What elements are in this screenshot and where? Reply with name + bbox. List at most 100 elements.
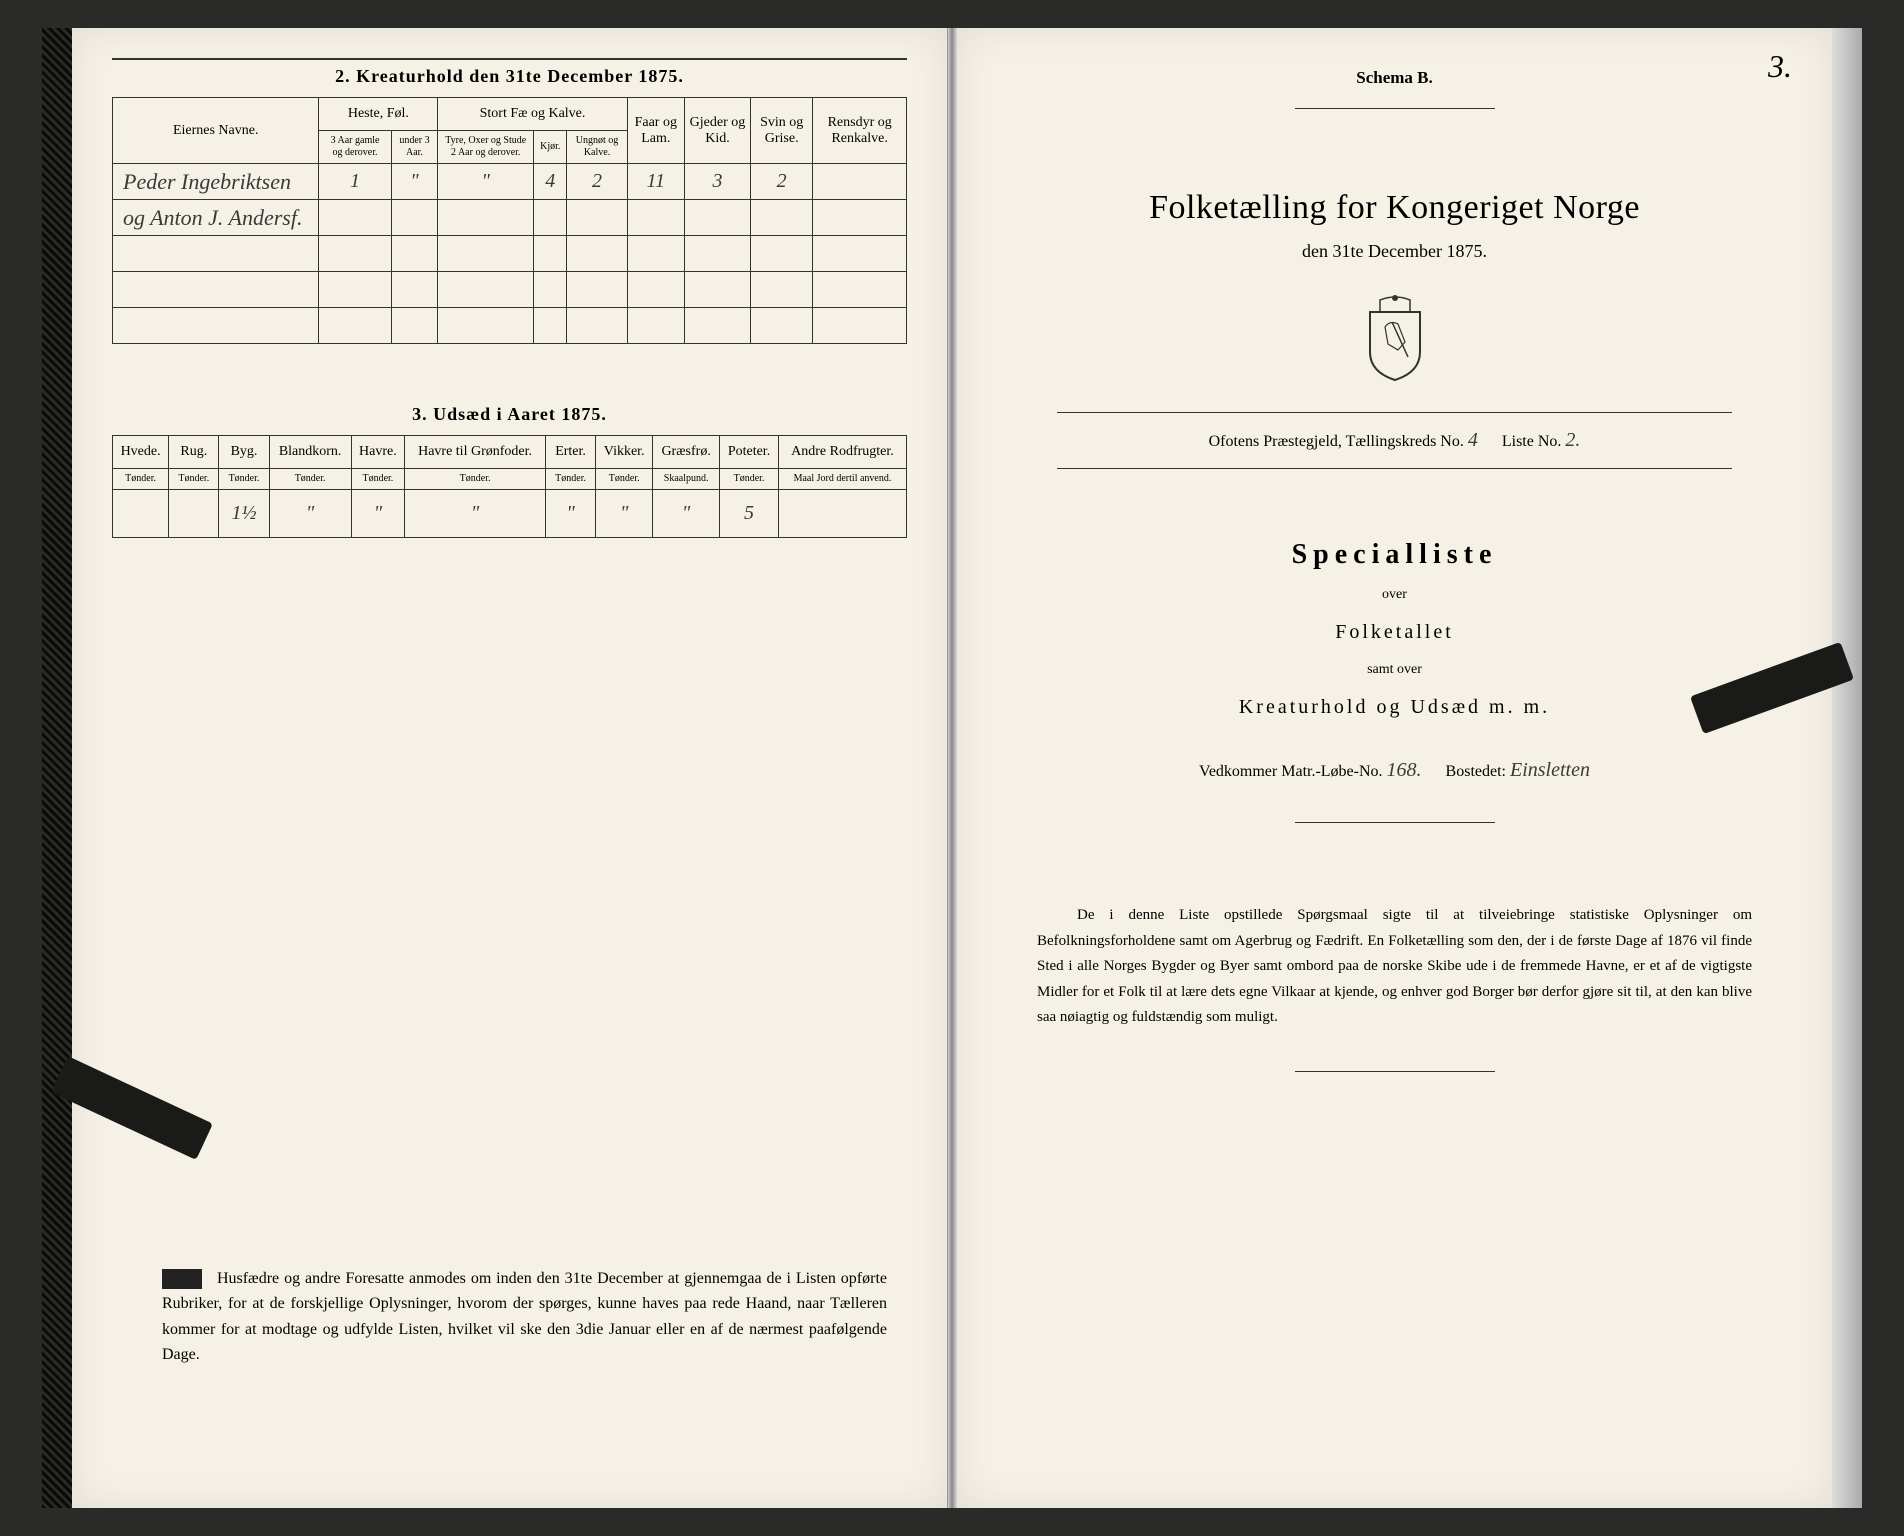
cell: 4: [534, 164, 567, 200]
table-row: [113, 272, 907, 308]
unit: Tønder.: [596, 469, 653, 490]
col-rye: Rug.: [169, 436, 219, 469]
col-wheat: Hvede.: [113, 436, 169, 469]
hand-pointer-icon: [162, 1269, 202, 1289]
bosted-label: Bostedet:: [1446, 763, 1506, 780]
table-row: Peder Ingebriktsen 1 " " 4 2 11 3 2: [113, 164, 907, 200]
unit: Tønder.: [720, 469, 779, 490]
col-roots: Andre Rodfrugter.: [778, 436, 906, 469]
col-grass: Græsfrø.: [653, 436, 720, 469]
col-oatsfodder: Havre til Grønfoder.: [405, 436, 546, 469]
cell: [778, 490, 906, 538]
open-book: 2. Kreaturhold den 31te December 1875. E…: [42, 28, 1862, 1508]
samt-label: samt over: [997, 662, 1792, 678]
over-label: over: [997, 587, 1792, 603]
unit: Tønder.: [351, 469, 405, 490]
cell: [113, 490, 169, 538]
section2-title: 2. Kreaturhold den 31te December 1875.: [112, 66, 907, 87]
col-cattle: Stort Fæ og Kalve.: [438, 98, 627, 131]
vedkommer-label: Vedkommer Matr.-Løbe-No.: [1199, 763, 1383, 780]
book-spine: [948, 28, 956, 1508]
left-page: 2. Kreaturhold den 31te December 1875. E…: [72, 28, 948, 1508]
col-horses-u3: under 3 Aar.: [391, 131, 438, 164]
col-barley: Byg.: [219, 436, 269, 469]
col-pigs: Svin og Grise.: [751, 98, 813, 164]
left-footnote: Husfædre og andre Foresatte anmodes om i…: [162, 1266, 887, 1368]
cell: ": [351, 490, 405, 538]
liste-no: 2.: [1565, 429, 1580, 451]
col-bulls: Tyre, Oxer og Stude 2 Aar og derover.: [438, 131, 534, 164]
livestock-table: Eiernes Navne. Heste, Føl. Stort Fæ og K…: [112, 97, 907, 344]
schema-label: Schema B.: [997, 68, 1792, 88]
cell: [169, 490, 219, 538]
unit: Tønder.: [219, 469, 269, 490]
col-reindeer: Rensdyr og Renkalve.: [813, 98, 907, 164]
unit: Tønder.: [113, 469, 169, 490]
col-vetch: Vikker.: [596, 436, 653, 469]
cell: [813, 164, 907, 200]
col-goats: Gjeder og Kid.: [684, 98, 750, 164]
district-prefix: Ofotens Præstegjeld, Tællingskreds No.: [1209, 433, 1464, 450]
unit: Skaalpund.: [653, 469, 720, 490]
cell: 1: [319, 164, 391, 200]
cell: ": [405, 490, 546, 538]
col-horses-3plus: 3 Aar gamle og derover.: [319, 131, 391, 164]
main-title: Folketælling for Kongeriget Norge: [997, 189, 1792, 227]
cell: 1½: [219, 490, 269, 538]
cell: ": [545, 490, 595, 538]
liste-label: Liste No.: [1502, 433, 1562, 450]
col-blandkorn: Blandkorn.: [269, 436, 351, 469]
col-horses: Heste, Føl.: [319, 98, 438, 131]
cell: 2: [751, 164, 813, 200]
section3-title: 3. Udsæd i Aaret 1875.: [112, 404, 907, 425]
right-footnote: De i denne Liste opstillede Spørgsmaal s…: [1037, 903, 1752, 1031]
col-owner: Eiernes Navne.: [113, 98, 319, 164]
col-young: Ungnøt og Kalve.: [567, 131, 627, 164]
owner-2: og Anton J. Andersf.: [113, 200, 319, 236]
owner-1: Peder Ingebriktsen: [113, 164, 319, 200]
unit: Maal Jord dertil anvend.: [778, 469, 906, 490]
unit: Tønder.: [269, 469, 351, 490]
page-edges: [1832, 28, 1862, 1508]
col-cows: Kjør.: [534, 131, 567, 164]
col-peas: Erter.: [545, 436, 595, 469]
cell: ": [438, 164, 534, 200]
right-page: 3. Schema B. Folketælling for Kongeriget…: [956, 28, 1832, 1508]
book-binding: [42, 28, 72, 1508]
cell: ": [596, 490, 653, 538]
table-row: [113, 308, 907, 344]
unit: Tønder.: [405, 469, 546, 490]
col-sheep: Faar og Lam.: [627, 98, 684, 164]
sub-title: den 31te December 1875.: [997, 241, 1792, 262]
cell: 3: [684, 164, 750, 200]
kreatur-label: Kreaturhold og Udsæd m. m.: [997, 696, 1792, 719]
rule-line: [1295, 822, 1495, 823]
unit: Tønder.: [545, 469, 595, 490]
bosted-value: Einsletten: [1510, 759, 1590, 781]
matr-no: 168.: [1387, 759, 1422, 781]
district-line: Ofotens Præstegjeld, Tællingskreds No. 4…: [1057, 412, 1732, 469]
table-row: 1½ " " " " " " 5: [113, 490, 907, 538]
rule-line: [112, 58, 907, 60]
vedkommer-line: Vedkommer Matr.-Løbe-No. 168. Bostedet: …: [997, 759, 1792, 782]
cell: 2: [567, 164, 627, 200]
rule-line: [1295, 108, 1495, 109]
cell: ": [391, 164, 438, 200]
unit: Tønder.: [169, 469, 219, 490]
cell: 11: [627, 164, 684, 200]
cell: ": [269, 490, 351, 538]
rule-line: [1295, 1071, 1495, 1072]
table-row: og Anton J. Andersf.: [113, 200, 907, 236]
cell: 5: [720, 490, 779, 538]
sowing-table: Hvede. Rug. Byg. Blandkorn. Havre. Havre…: [112, 435, 907, 538]
specialliste-heading: Specialliste: [997, 539, 1792, 571]
footnote-text: Husfædre og andre Foresatte anmodes om i…: [162, 1270, 887, 1364]
coat-of-arms-icon: [1360, 292, 1430, 382]
table-row: [113, 236, 907, 272]
col-potatoes: Poteter.: [720, 436, 779, 469]
folketallet-label: Folketallet: [997, 621, 1792, 644]
cell: ": [653, 490, 720, 538]
col-oats: Havre.: [351, 436, 405, 469]
page-number: 3.: [1768, 48, 1792, 85]
district-no: 4: [1468, 429, 1478, 451]
